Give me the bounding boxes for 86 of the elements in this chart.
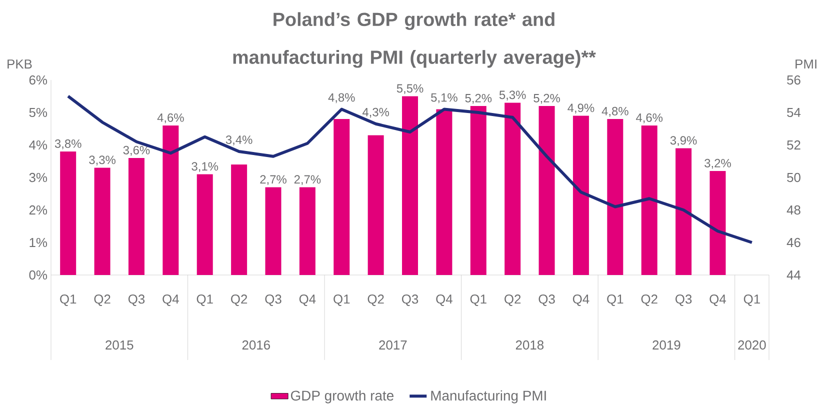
data-label: 5,2% [465, 94, 492, 104]
y-tick-label: 0% [29, 270, 48, 280]
y-tick-label: 1% [30, 238, 48, 248]
data-label: 4,6% [636, 113, 663, 124]
x-tick-label: Q1 [744, 294, 760, 306]
y-tick-label: 5% [29, 108, 48, 118]
x-tick-label: Q4 [710, 294, 726, 306]
bar [162, 126, 179, 276]
x-tick-label: Q1 [196, 294, 213, 306]
x-tick-label: Q4 [572, 294, 590, 306]
y2-tick-label: 46 [786, 238, 800, 248]
bar [94, 168, 110, 276]
bar [402, 96, 418, 276]
y-axis-title: PKB [8, 60, 32, 69]
bar [538, 106, 555, 276]
data-label: 5,5% [396, 84, 424, 94]
data-label: 4,8% [328, 93, 355, 104]
data-label: 3,9% [670, 136, 697, 146]
bar [60, 152, 76, 276]
data-label: 3,6% [123, 146, 150, 156]
y-tick-label: 2% [29, 205, 48, 215]
data-label: 5,3% [499, 90, 526, 101]
y2-tick-label: 48 [786, 205, 800, 215]
bar [231, 164, 248, 276]
data-label: 3,4% [226, 136, 252, 146]
bar [572, 116, 589, 276]
x-tick-label: Q1 [60, 294, 76, 306]
data-label: 4,9% [568, 104, 594, 114]
bar [368, 135, 384, 276]
data-label: 5,2% [534, 94, 560, 104]
x-tick-label: Q2 [641, 294, 658, 306]
data-label: 4,3% [362, 108, 390, 118]
x-tick-label: Q2 [504, 294, 521, 306]
x-tick-label: Q1 [470, 294, 486, 306]
x-tick-label: Q2 [94, 294, 110, 306]
text: 2017 [379, 340, 407, 350]
y-tick-label: 4% [29, 140, 48, 150]
bar [641, 126, 658, 276]
data-label: 3,3% [89, 156, 116, 166]
y2-tick-label: 54 [787, 108, 801, 118]
y-tick-label: 6% [29, 75, 48, 85]
chart-title: Poland’s GDP growth rate* and manufacturing PMI (quarterly average)** [233, 12, 596, 68]
y2-tick-label: 44 [786, 270, 801, 280]
bar [334, 119, 350, 276]
text: 2020 [738, 340, 766, 350]
data-label: 4,6% [157, 113, 184, 124]
y2-tick-label: 52 [787, 140, 800, 150]
data-label: 4,8% [602, 106, 628, 117]
data-label: 2,7% [260, 175, 286, 186]
x-tick-label: Q3 [265, 294, 282, 306]
y2-tick-label: 56 [787, 75, 800, 85]
x-tick-label: Q1 [334, 294, 350, 306]
x-tick-label: Q4 [436, 294, 452, 306]
y2-tick-label: 50 [787, 172, 800, 182]
bar [470, 106, 486, 276]
data-label: 3,1% [192, 162, 218, 172]
bar [196, 174, 213, 276]
text: 2018 [516, 340, 544, 350]
x-tick-label: Q3 [538, 294, 555, 306]
text: 2019 [652, 340, 680, 350]
y-tick-label: 3% [29, 172, 48, 182]
x-tick-label: Q3 [402, 294, 418, 306]
bar [710, 171, 726, 276]
bar [504, 102, 521, 276]
bar [607, 119, 624, 276]
bar [299, 187, 316, 276]
bar [128, 158, 144, 276]
bar [265, 187, 282, 276]
y2-axis-title: PMI [796, 60, 816, 69]
x-tick-label: Q2 [231, 294, 248, 306]
text: 2015 [106, 340, 134, 350]
data-label: 3,8% [54, 139, 82, 150]
bar [676, 148, 692, 276]
bar [436, 109, 452, 276]
data-label: 3,2% [704, 158, 731, 169]
x-tick-label: Q4 [162, 294, 179, 306]
data-label: 5,1% [431, 93, 458, 104]
x-tick-label: Q4 [299, 294, 316, 306]
x-tick-label: Q2 [368, 294, 384, 306]
text: 2016 [242, 340, 270, 350]
x-tick-label: Q3 [676, 294, 692, 306]
x-tick-label: Q1 [607, 294, 624, 306]
data-label: 2,7% [294, 175, 321, 186]
legend-label: GDP growth rate [290, 390, 394, 404]
legend-label: Manufacturing PMI [431, 390, 546, 404]
x-tick-label: Q3 [128, 294, 145, 306]
